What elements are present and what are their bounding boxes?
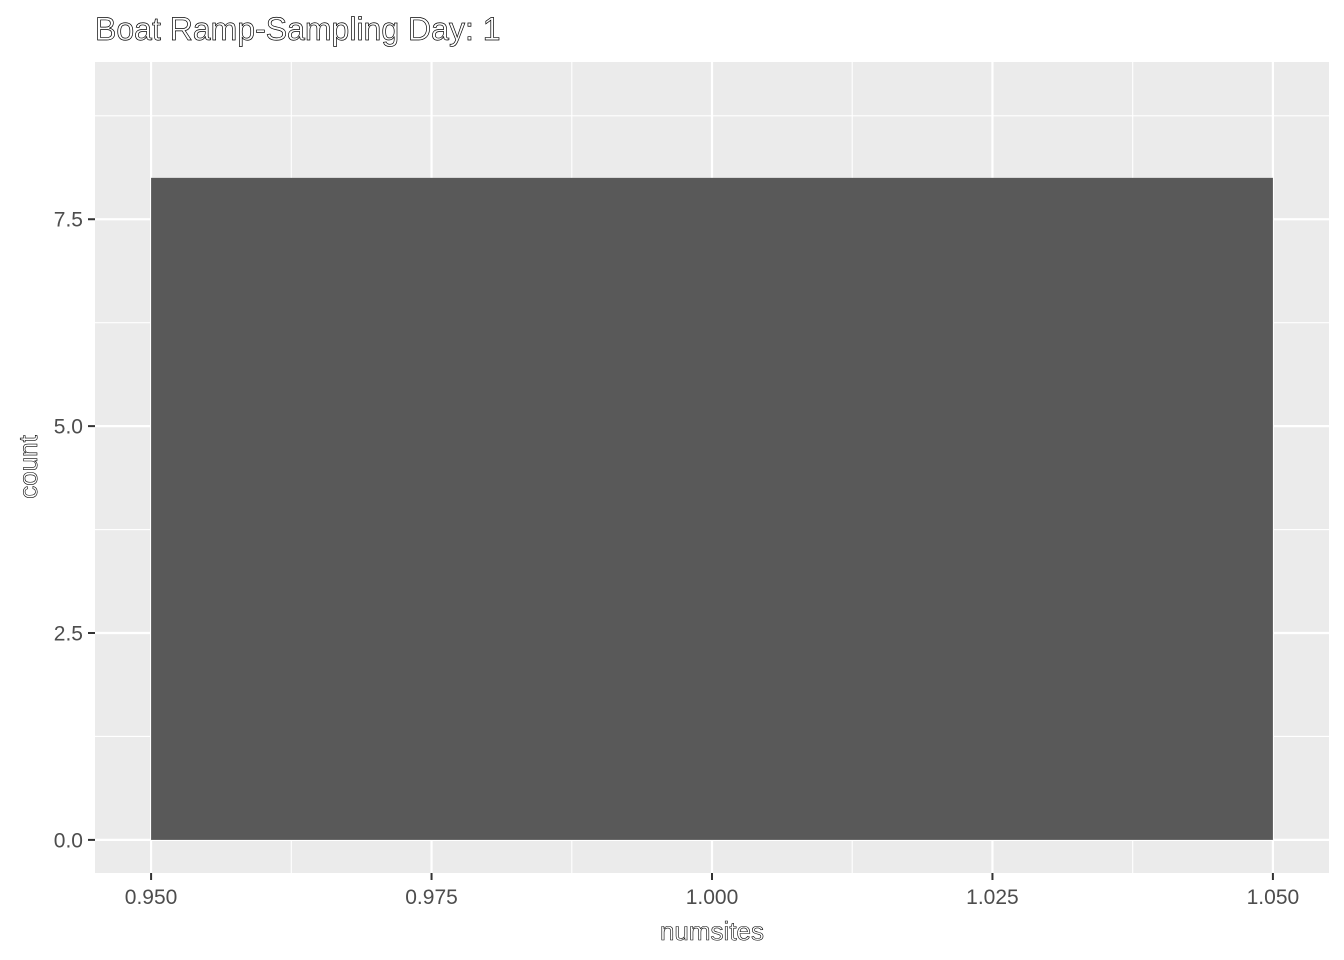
y-axis-title: count (13, 434, 43, 498)
x-axis-title: numsites (660, 916, 764, 946)
histogram-bar (151, 177, 1273, 840)
y-tick-label: 7.5 (54, 209, 83, 232)
y-tick-label: 5.0 (54, 416, 83, 439)
x-axis: 0.950 0.975 1.000 1.025 1.050 (125, 873, 1299, 909)
y-tick-label: 0.0 (54, 829, 83, 852)
x-tick-label: 0.950 (125, 886, 178, 909)
x-tick-label: 1.000 (686, 886, 739, 909)
x-tick-label: 1.025 (966, 886, 1019, 909)
chart-title: Boat Ramp-Sampling Day: 1 (95, 11, 501, 47)
y-axis: 0.0 2.5 5.0 7.5 (54, 209, 95, 852)
y-tick-label: 2.5 (54, 623, 83, 646)
histogram-bars (151, 177, 1273, 840)
x-tick-label: 1.050 (1247, 886, 1300, 909)
x-tick-label: 0.975 (405, 886, 458, 909)
